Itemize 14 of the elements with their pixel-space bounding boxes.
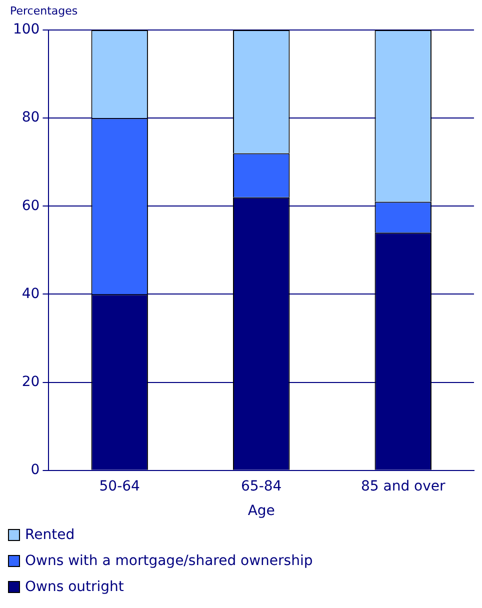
y-tick-label: 80 <box>22 110 40 126</box>
legend-label: Rented <box>25 527 75 543</box>
legend-label: Owns with a mortgage/shared ownership <box>25 553 313 569</box>
y-tick-label: 100 <box>12 22 40 38</box>
x-tick-label: 85 and over <box>360 478 446 494</box>
y-tick-label: 0 <box>30 462 40 478</box>
y-tick-label: 40 <box>22 286 40 302</box>
y-tick-label: 20 <box>22 374 40 390</box>
x-axis-title: Age <box>248 503 275 520</box>
y-tick-label: 60 <box>22 198 40 214</box>
legend-label: Owns outright <box>25 579 124 595</box>
y-axis-title: Percentages <box>10 4 78 18</box>
x-tick-label: 65-84 <box>241 478 282 494</box>
x-tick-label: 50-64 <box>99 478 140 494</box>
